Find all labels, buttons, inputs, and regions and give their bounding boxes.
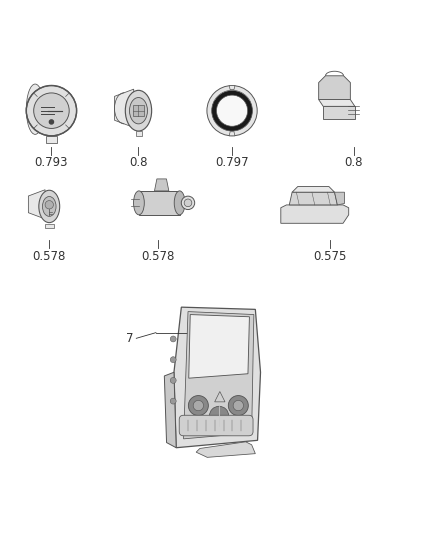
Text: 0.578: 0.578 bbox=[32, 250, 66, 263]
Polygon shape bbox=[229, 132, 235, 136]
Text: 0.578: 0.578 bbox=[141, 250, 175, 263]
Circle shape bbox=[207, 86, 257, 136]
FancyBboxPatch shape bbox=[212, 423, 225, 433]
Ellipse shape bbox=[26, 84, 44, 134]
Polygon shape bbox=[289, 192, 337, 205]
Text: 0.797: 0.797 bbox=[215, 156, 249, 169]
Circle shape bbox=[170, 357, 176, 362]
FancyBboxPatch shape bbox=[202, 423, 214, 433]
FancyBboxPatch shape bbox=[133, 106, 144, 116]
Polygon shape bbox=[319, 100, 355, 107]
FancyBboxPatch shape bbox=[45, 223, 54, 228]
Circle shape bbox=[49, 120, 53, 124]
FancyBboxPatch shape bbox=[191, 423, 204, 433]
Polygon shape bbox=[319, 76, 350, 100]
Circle shape bbox=[233, 400, 244, 411]
FancyBboxPatch shape bbox=[179, 415, 253, 436]
Circle shape bbox=[170, 398, 176, 404]
Polygon shape bbox=[281, 205, 349, 223]
Circle shape bbox=[212, 91, 252, 131]
Ellipse shape bbox=[39, 190, 60, 223]
Polygon shape bbox=[292, 187, 335, 192]
Circle shape bbox=[26, 85, 77, 136]
Text: 0.8: 0.8 bbox=[129, 156, 148, 169]
Polygon shape bbox=[164, 372, 176, 448]
Circle shape bbox=[181, 196, 195, 209]
Polygon shape bbox=[139, 191, 180, 215]
Circle shape bbox=[216, 95, 247, 126]
Polygon shape bbox=[115, 89, 134, 127]
FancyBboxPatch shape bbox=[180, 423, 193, 433]
Polygon shape bbox=[155, 179, 169, 191]
Polygon shape bbox=[229, 86, 235, 90]
Text: 0.575: 0.575 bbox=[313, 250, 346, 263]
Circle shape bbox=[45, 200, 53, 209]
Polygon shape bbox=[28, 190, 45, 219]
Ellipse shape bbox=[134, 191, 144, 215]
FancyBboxPatch shape bbox=[46, 136, 57, 143]
Polygon shape bbox=[174, 307, 261, 448]
Circle shape bbox=[184, 199, 192, 207]
Circle shape bbox=[193, 400, 204, 411]
Text: 0.8: 0.8 bbox=[345, 156, 363, 169]
Circle shape bbox=[209, 406, 229, 425]
FancyBboxPatch shape bbox=[234, 423, 247, 433]
Polygon shape bbox=[189, 314, 249, 378]
Polygon shape bbox=[196, 442, 255, 457]
Text: 7: 7 bbox=[126, 332, 134, 345]
Text: 0.793: 0.793 bbox=[35, 156, 68, 169]
Circle shape bbox=[34, 93, 69, 128]
FancyBboxPatch shape bbox=[223, 423, 236, 433]
Circle shape bbox=[170, 336, 176, 342]
Circle shape bbox=[170, 377, 176, 383]
FancyBboxPatch shape bbox=[136, 131, 141, 136]
Circle shape bbox=[188, 395, 208, 416]
Ellipse shape bbox=[174, 191, 185, 215]
Ellipse shape bbox=[130, 98, 148, 124]
Circle shape bbox=[228, 395, 248, 416]
Polygon shape bbox=[323, 107, 355, 119]
Polygon shape bbox=[335, 192, 344, 205]
Polygon shape bbox=[184, 312, 254, 439]
Ellipse shape bbox=[42, 197, 56, 216]
Ellipse shape bbox=[125, 91, 152, 131]
